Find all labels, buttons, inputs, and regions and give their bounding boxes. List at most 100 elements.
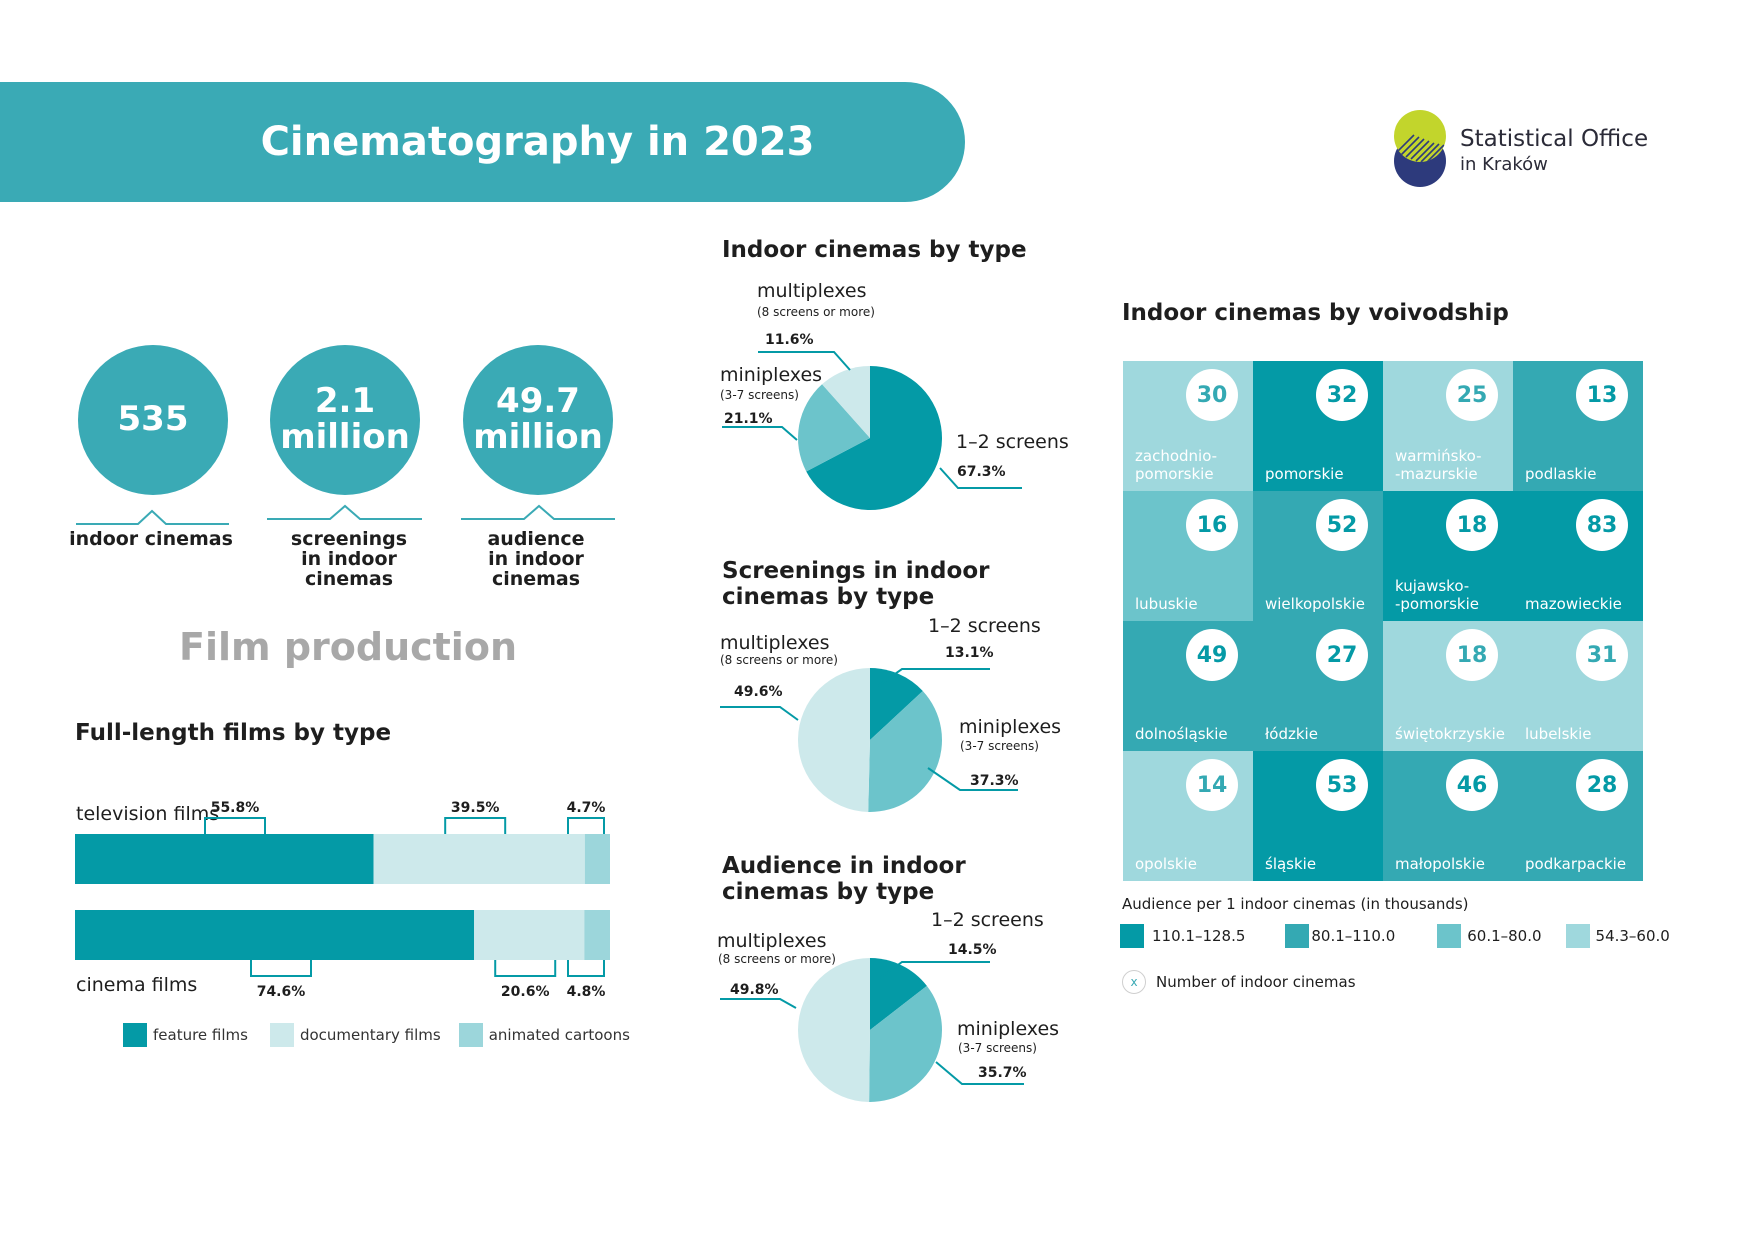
pie1-pct-1-2-screens: 67.3% [957,464,1006,480]
pie-slice-1-2-screens [870,668,923,740]
voivodship-name: dolnośląskie [1135,725,1228,743]
cinema-count-circle: 30 [1186,369,1238,421]
cinema-count-circle: 13 [1576,369,1628,421]
bar-label-leader [250,960,312,977]
voivodship-name: kujawsko- -pomorskie [1395,577,1479,613]
bar-label-leader [444,817,507,834]
pie1-label-miniplexes: miniplexes [720,364,823,386]
voivodship-name: wielkopolskie [1265,595,1365,613]
pie1-label-multiplexes: multiplexes [757,280,867,302]
pie-leader-line [879,961,990,979]
pie2-pct-1-2-screens: 13.1% [945,645,994,661]
cinema-count-circle: 32 [1316,369,1368,421]
kpi-label-line: indoor cinemas [69,528,233,550]
bar-segment-feature [75,834,374,884]
cinema-count-circle: 83 [1576,499,1628,551]
pie3-pct-1-2-screens: 14.5% [948,942,997,958]
cinema-count-circle: 27 [1316,629,1368,681]
legend-label: documentary films [299,1026,441,1044]
pie3-sub-multiplexes: (8 screens or more) [718,952,836,966]
pie2-title-line2: cinemas by type [722,584,935,610]
pie3-title-line2: cinemas by type [722,879,935,905]
kpi-value-unit: million [473,417,603,457]
pie-leader-line [722,426,798,441]
cinema-count-circle: 46 [1446,759,1498,811]
cinema-count-circle: 53 [1316,759,1368,811]
bar-segment-documentary [373,834,585,884]
voivodship-cell: 13 podlaskie [1513,361,1643,491]
pie2-sub-multiplexes: (8 screens or more) [720,653,838,667]
legend-swatch-feature-films [123,1023,147,1047]
pie2-pct-multiplexes: 49.6% [734,684,783,700]
page-title: Cinematography in 2023 [260,119,815,165]
pie2-label-miniplexes: miniplexes [959,716,1062,738]
bar-segment-feature [75,910,475,960]
kpi-label-line: audience [487,528,585,550]
pie-leader-line [758,351,851,371]
kpi-audience-circle: 49.7 million [463,345,613,495]
pie2-title-line1: Screenings in indoor [722,558,990,584]
kpi-label-audience: audience in indoor cinemas [441,528,631,590]
pie-leader-line [939,467,1022,489]
voivodship-name: łódzkie [1265,725,1318,743]
legend-label: 110.1–128.5 [1152,927,1246,945]
voivodship-name: małopolskie [1395,855,1486,873]
kpi-label-screenings: screenings in indoor cinemas [254,528,444,590]
voivodship-cell: 46 małopolskie [1383,751,1513,881]
bar-value-label: 39.5% [451,800,500,816]
voivodship-cell: 52 wielkopolskie [1253,491,1383,621]
bar-label-leader [567,817,605,834]
legend-label: 60.1–80.0 [1467,927,1542,945]
legend-swatch-class4 [1565,924,1590,948]
map-legend: 110.1–128.5 80.1–110.0 60.1–80.0 54.3–60… [1120,924,1670,948]
legend-swatch-class2 [1285,924,1310,948]
pie-slice-multiplexes [798,958,870,1102]
pie3-sub-miniplexes: (3-7 screens) [958,1041,1037,1055]
voivodship-name: podkarpackie [1525,855,1627,873]
bar-segment-animated [584,834,610,884]
pie-leader-line [877,668,990,687]
bar-label-leader [494,960,557,977]
pie-slice-multiplexes [822,366,870,438]
voivodship-name: mazowieckie [1525,595,1622,613]
voivodship-name: śląskie [1265,855,1317,873]
kpi-label-line: screenings [290,528,408,550]
voivodship-name: warmińsko- -mazurskie [1395,447,1482,483]
pie-leader-line [935,1061,1024,1085]
map-count-legend: x Number of indoor cinemas [1122,970,1356,994]
kpi-label-indoor-cinemas: indoor cinemas [56,528,246,550]
bar-legend: feature films documentary films animated… [123,1023,630,1047]
kpi-value: 535 [117,399,189,440]
bar-value-label: 4.7% [567,800,606,816]
pie-slice-1-2-screens [806,366,942,510]
pie-leader-line [720,706,799,721]
pie-slice-miniplexes [798,384,870,472]
voivodship-cell: 30 zachodnio- pomorskie [1123,361,1253,491]
header-bar [0,82,965,202]
pie-chart-audience [720,958,1024,1102]
legend-label: animated cartoons [488,1026,630,1044]
map-legend-title: Audience per 1 indoor cinemas (in thousa… [1122,895,1469,913]
pie3-label-1-2-screens: 1–2 screens [931,909,1044,931]
cinema-count-circle: 52 [1316,499,1368,551]
legend-swatch-class3 [1437,924,1462,948]
pie1-pct-multiplexes: 11.6% [765,332,814,348]
voivodship-name: lubuskie [1135,595,1198,613]
kpi-label-line: in indoor cinemas [488,547,584,590]
voivodship-cell: 14 opolskie [1123,751,1253,881]
bar-segment-animated [584,910,610,960]
kpi-screenings-circle: 2.1 million [270,345,420,495]
pie-slice-miniplexes [869,985,942,1102]
voivodship-cell: 27 łódzkie [1253,621,1383,751]
cinema-count-circle: 49 [1186,629,1238,681]
legend-label: 80.1–110.0 [1311,927,1396,945]
kpi-value-unit: million [280,417,410,457]
voivodship-name: zachodnio- pomorskie [1135,447,1218,483]
legend-label: 54.3–60.0 [1595,927,1670,945]
pie3-pct-miniplexes: 35.7% [978,1065,1027,1081]
kpi-label-line: in indoor cinemas [301,547,397,590]
cinema-count-circle: 31 [1576,629,1628,681]
pie2-sub-miniplexes: (3-7 screens) [960,739,1039,753]
voivodship-grid: 30 zachodnio- pomorskie 32 pomorskie 25 warmi… [1123,361,1643,881]
voivodship-title: Indoor cinemas by voivodship [1122,300,1509,326]
